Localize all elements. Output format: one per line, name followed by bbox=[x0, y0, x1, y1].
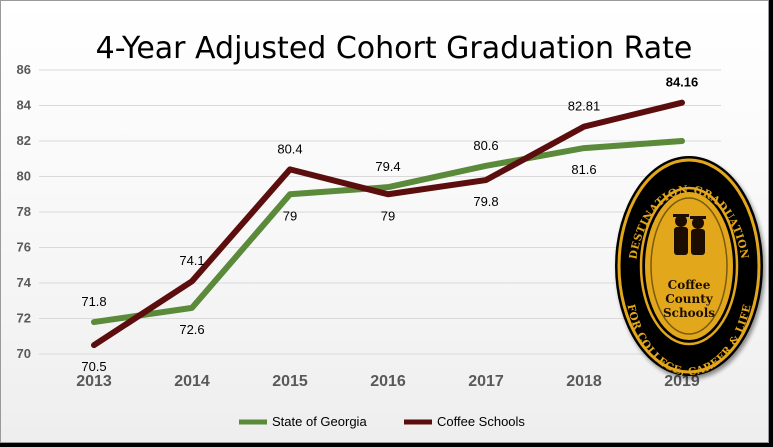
coffee-county-schools-seal: Coffee County Schools DESTINATION GRADUA… bbox=[615, 156, 763, 378]
seal-inner-ring bbox=[639, 186, 739, 346]
y-axis-ticks: 70 72 74 76 78 80 82 84 86 bbox=[17, 62, 32, 361]
seal-outer-ring bbox=[617, 158, 761, 374]
data-label-coffee-schools-2019: 84.16 bbox=[666, 75, 699, 90]
data-label-state-of-georgia-2014: 72.6 bbox=[179, 322, 204, 337]
data-label-coffee-schools-2014: 74.1 bbox=[179, 253, 204, 268]
data-label-state-of-georgia-2015: 79 bbox=[283, 208, 297, 223]
legend-label-state-of-georgia: State of Georgia bbox=[272, 414, 367, 429]
x-tick-label-2018: 2018 bbox=[566, 373, 602, 390]
y-tick-label-84: 84 bbox=[17, 98, 32, 113]
seal-face bbox=[645, 192, 733, 340]
chart-title: 4-Year Adjusted Cohort Graduation Rate bbox=[96, 31, 693, 66]
legend: State of Georgia Coffee Schools bbox=[239, 414, 525, 429]
x-tick-label-2019: 2019 bbox=[664, 373, 700, 390]
x-tick-label-2016: 2016 bbox=[370, 373, 406, 390]
x-tick-label-2013: 2013 bbox=[76, 373, 112, 390]
data-label-coffee-schools-2017: 79.8 bbox=[473, 194, 498, 209]
data-label-state-of-georgia-2016: 79.4 bbox=[375, 159, 400, 174]
x-axis-ticks: 2013 2014 2015 2016 2017 2018 2019 bbox=[76, 373, 700, 390]
y-tick-label-72: 72 bbox=[17, 311, 31, 326]
seal-center-line1: Coffee bbox=[668, 278, 711, 292]
data-label-state-of-georgia-2018: 81.6 bbox=[571, 162, 596, 177]
seal-center-line3: Schools bbox=[663, 306, 715, 320]
data-label-coffee-schools-2016: 79 bbox=[381, 208, 395, 223]
y-tick-label-78: 78 bbox=[17, 204, 31, 219]
graduates-icon bbox=[673, 214, 706, 255]
data-label-coffee-schools-2015: 80.4 bbox=[277, 141, 302, 156]
legend-label-coffee-schools: Coffee Schools bbox=[437, 414, 525, 429]
series-lines bbox=[91, 99, 685, 349]
data-label-state-of-georgia-2013: 71.8 bbox=[81, 294, 106, 309]
data-labels: 71.8 70.5 72.6 74.1 79 80.4 79.4 79 80.6 79.8 81.6… bbox=[81, 75, 698, 374]
seal-laurel-wreath bbox=[650, 197, 728, 335]
y-tick-label-80: 80 bbox=[17, 169, 31, 184]
x-tick-label-2014: 2014 bbox=[174, 373, 210, 390]
data-label-coffee-schools-2013: 70.5 bbox=[81, 359, 106, 374]
data-label-state-of-georgia-2017: 80.6 bbox=[473, 138, 498, 153]
y-tick-label-86: 86 bbox=[17, 62, 31, 77]
y-tick-label-74: 74 bbox=[17, 275, 32, 290]
data-label-coffee-schools-2018: 82.81 bbox=[568, 99, 601, 114]
y-tick-label-76: 76 bbox=[17, 240, 31, 255]
y-tick-label-82: 82 bbox=[17, 133, 31, 148]
gridlines bbox=[39, 69, 721, 355]
x-tick-label-2017: 2017 bbox=[468, 373, 504, 390]
y-tick-label-70: 70 bbox=[17, 346, 31, 361]
seal-center-line2: County bbox=[665, 292, 714, 306]
x-tick-label-2015: 2015 bbox=[272, 373, 308, 390]
